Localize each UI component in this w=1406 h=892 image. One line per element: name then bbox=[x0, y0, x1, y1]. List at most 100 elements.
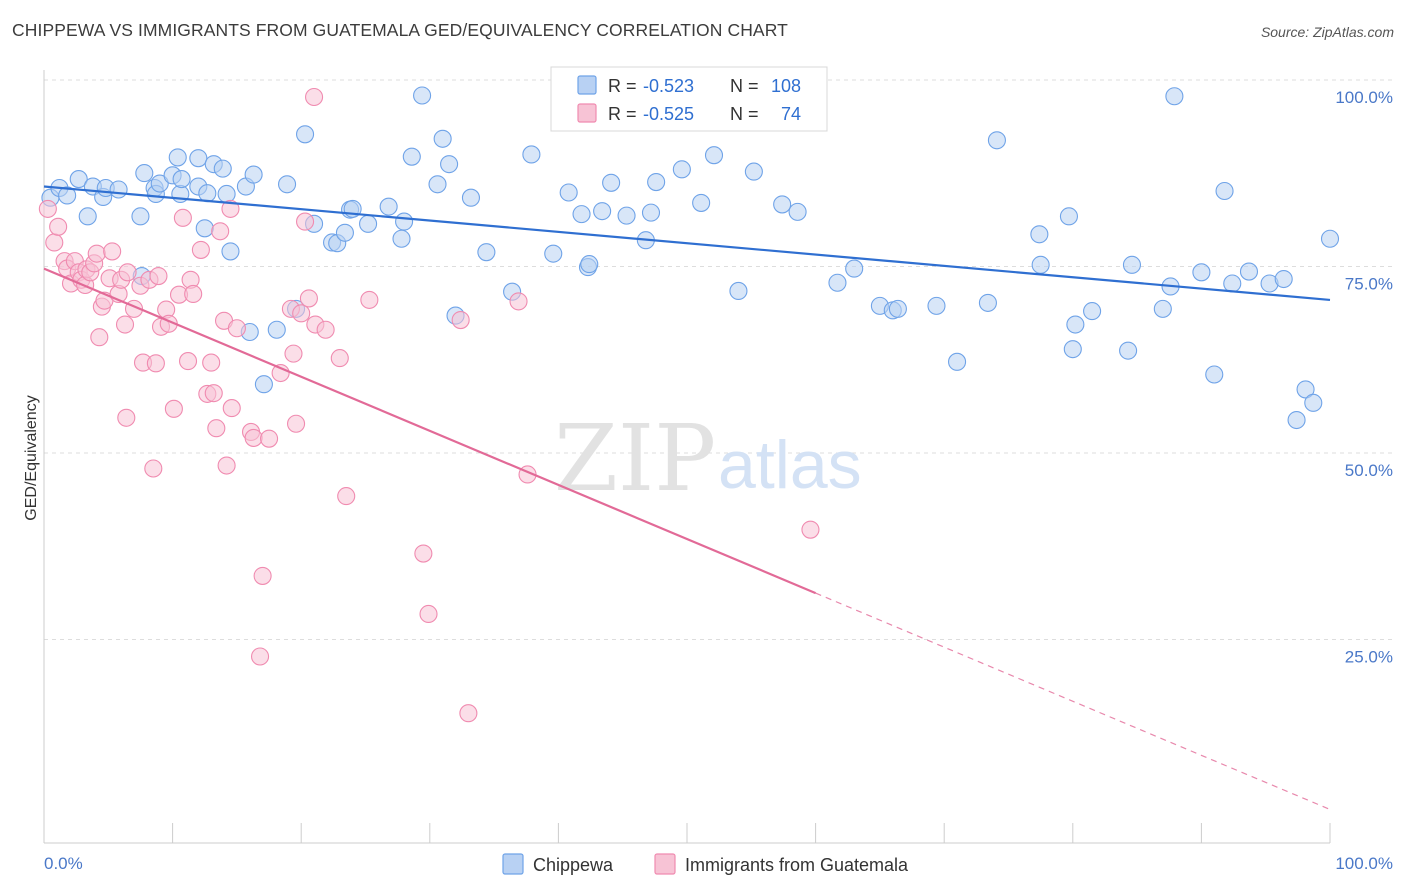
watermark-zip: ZIP bbox=[554, 405, 716, 512]
trendlines bbox=[43, 185, 1331, 810]
watermark-atlas: atlas bbox=[718, 427, 862, 503]
x-tick-label-min: 0.0% bbox=[44, 854, 83, 873]
y-tick-label: 100.0% bbox=[1335, 88, 1393, 107]
data-point bbox=[987, 131, 1006, 150]
data-point bbox=[178, 352, 198, 371]
data-point bbox=[1066, 315, 1085, 334]
data-point bbox=[522, 145, 541, 164]
data-point bbox=[672, 160, 691, 179]
data-point bbox=[316, 320, 335, 339]
data-point bbox=[204, 384, 223, 403]
trendline-guatemala bbox=[43, 267, 817, 595]
data-point bbox=[1239, 262, 1259, 281]
data-point bbox=[191, 240, 210, 259]
legend-swatch-chippewa bbox=[577, 75, 597, 95]
data-point bbox=[617, 206, 636, 225]
y-tick-label: 50.0% bbox=[1345, 461, 1393, 480]
trendline-guatemala-extension bbox=[815, 592, 1331, 810]
data-point bbox=[773, 195, 792, 214]
data-point bbox=[1063, 340, 1082, 359]
trendline-chippewa bbox=[43, 185, 1331, 302]
data-point bbox=[788, 202, 807, 221]
data-point bbox=[254, 375, 273, 394]
data-point bbox=[1083, 302, 1102, 321]
data-point bbox=[392, 229, 411, 248]
data-point bbox=[1223, 274, 1242, 293]
data-point bbox=[359, 214, 378, 233]
x-ticks bbox=[172, 823, 1331, 843]
data-point bbox=[149, 266, 168, 286]
source-label: Source: ZipAtlas.com bbox=[1260, 24, 1394, 40]
data-point bbox=[45, 233, 64, 252]
data-point bbox=[267, 320, 286, 339]
data-point bbox=[221, 242, 240, 261]
data-point bbox=[641, 203, 661, 222]
data-point bbox=[413, 86, 432, 105]
legend-r-label-chippewa: R = bbox=[608, 76, 637, 96]
bottom-legend-label-guatemala: Immigrants from Guatemala bbox=[685, 855, 909, 875]
legend-n-label-chippewa: N = bbox=[730, 76, 759, 96]
data-point bbox=[244, 428, 263, 447]
data-point bbox=[211, 222, 230, 241]
chart-title: CHIPPEWA VS IMMIGRANTS FROM GUATEMALA GE… bbox=[12, 20, 788, 40]
legend-r-label-guatemala: R = bbox=[608, 104, 637, 124]
data-point bbox=[433, 129, 452, 148]
data-point bbox=[1192, 263, 1211, 282]
legend-r-value-guatemala: -0.525 bbox=[643, 104, 694, 124]
data-point bbox=[1320, 229, 1340, 248]
data-point bbox=[1122, 255, 1142, 274]
data-point bbox=[572, 205, 591, 224]
y-axis-title: GED/Equivalency bbox=[23, 395, 40, 520]
data-point bbox=[461, 188, 481, 207]
data-point bbox=[1031, 255, 1050, 274]
data-point bbox=[78, 207, 97, 226]
legend-n-value-chippewa: 108 bbox=[771, 76, 801, 96]
data-point bbox=[144, 459, 163, 478]
legend-r-value-chippewa: -0.523 bbox=[643, 76, 694, 96]
data-point bbox=[250, 647, 270, 666]
data-point bbox=[189, 149, 208, 168]
data-point bbox=[184, 284, 203, 303]
data-point bbox=[244, 165, 263, 184]
data-point bbox=[38, 199, 57, 218]
watermark: ZIP atlas bbox=[554, 405, 862, 512]
data-point bbox=[213, 159, 232, 178]
legend-n-label-guatemala: N = bbox=[730, 104, 759, 124]
data-point bbox=[335, 223, 354, 242]
data-point bbox=[440, 155, 459, 174]
data-point bbox=[580, 255, 599, 274]
data-point bbox=[647, 172, 666, 192]
data-point bbox=[296, 212, 315, 231]
data-point bbox=[135, 164, 154, 183]
bottom-legend-label-chippewa: Chippewa bbox=[533, 855, 614, 875]
data-point bbox=[195, 219, 214, 238]
data-point bbox=[1296, 380, 1315, 399]
data-point bbox=[360, 290, 379, 309]
data-point bbox=[198, 184, 217, 203]
data-point bbox=[459, 704, 478, 723]
data-point bbox=[217, 184, 236, 204]
data-point bbox=[284, 344, 303, 363]
data-point bbox=[115, 315, 135, 334]
data-point bbox=[172, 170, 191, 189]
data-point bbox=[109, 180, 128, 199]
data-point bbox=[58, 186, 77, 205]
data-point bbox=[305, 87, 324, 107]
data-point bbox=[477, 243, 496, 262]
legend-n-value-guatemala: 74 bbox=[781, 104, 801, 124]
data-point bbox=[1205, 365, 1224, 384]
data-point bbox=[1119, 341, 1138, 360]
data-point bbox=[414, 544, 433, 563]
data-point bbox=[168, 148, 187, 167]
data-point bbox=[978, 293, 997, 312]
data-point bbox=[217, 456, 236, 475]
data-point bbox=[131, 207, 150, 226]
data-point bbox=[593, 202, 612, 221]
data-point bbox=[692, 193, 711, 212]
bottom-legend-swatch-guatemala bbox=[654, 853, 676, 875]
legend-swatch-guatemala bbox=[577, 103, 597, 123]
x-tick-label-max: 100.0% bbox=[1335, 854, 1393, 873]
data-point bbox=[927, 296, 946, 315]
data-point bbox=[801, 520, 820, 539]
